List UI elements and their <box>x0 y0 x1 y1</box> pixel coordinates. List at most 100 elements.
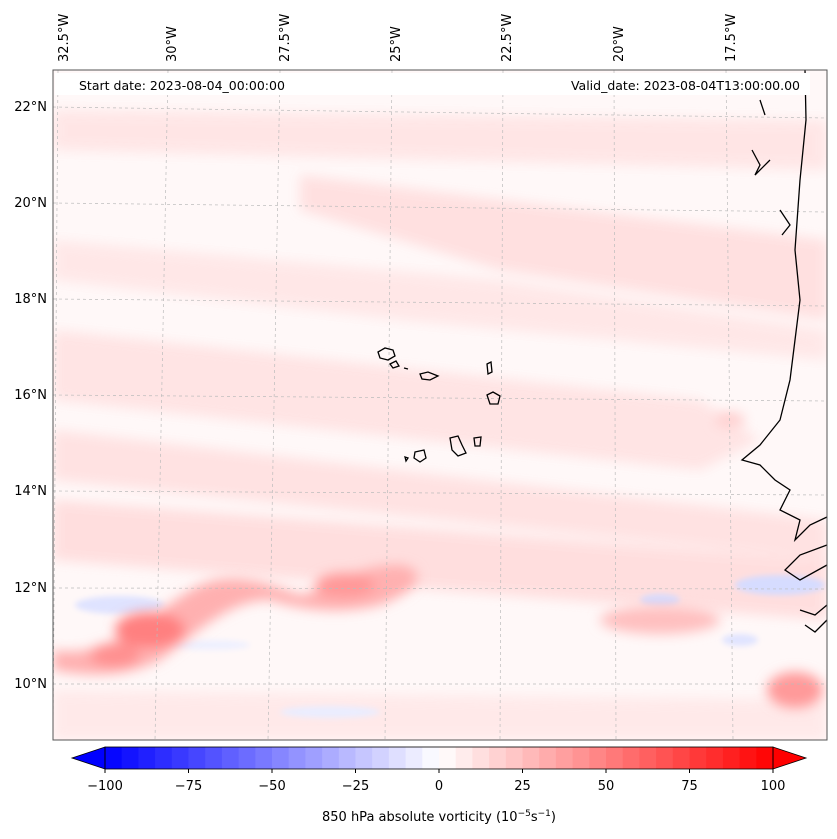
colorbar-segment <box>756 747 774 769</box>
lat-tick-label: 14°N <box>14 484 47 499</box>
vorticity-band <box>53 330 760 470</box>
vorticity-max <box>315 573 375 597</box>
colorbar-label: 850 hPa absolute vorticity (10−5s−1) <box>322 809 556 825</box>
colorbar-segment <box>305 747 323 769</box>
lon-tick-label: 30°W <box>165 26 180 62</box>
colorbar-segment <box>288 747 306 769</box>
santa-luzia <box>403 367 409 370</box>
cape-verde-islands <box>377 347 501 463</box>
colorbar-segment <box>138 747 156 769</box>
graticule <box>52 69 828 741</box>
colorbar-segment <box>105 747 123 769</box>
longitude-gridline <box>267 69 281 741</box>
colorbar-segment <box>489 747 507 769</box>
longitude-gridline <box>725 69 734 741</box>
colorbar-segment <box>589 747 607 769</box>
colorbar-segment <box>338 747 356 769</box>
colorbar-segment <box>322 747 340 769</box>
longitude-gridline <box>52 69 59 741</box>
vorticity-max <box>115 612 185 648</box>
colorbar-segment <box>572 747 590 769</box>
colorbar-segment <box>405 747 423 769</box>
longitude-gridline <box>384 69 393 741</box>
colorbar-segments <box>105 747 774 769</box>
colorbar-segment <box>255 747 273 769</box>
colorbar-segment <box>606 747 624 769</box>
cb-tick-label: 75 <box>681 779 698 794</box>
colorbar-segment <box>205 747 223 769</box>
vorticity-max <box>767 672 823 708</box>
lat-tick-label: 12°N <box>14 581 47 596</box>
colorbar-segment <box>121 747 139 769</box>
lon-tick-label: 22.5°W <box>500 14 515 62</box>
sao-vicente <box>389 360 400 369</box>
cb-tick-label: −25 <box>342 779 369 794</box>
colorbar-segment <box>155 747 173 769</box>
colorbar-segment <box>372 747 390 769</box>
boa-vista <box>486 391 501 405</box>
lat-tick-label: 10°N <box>14 677 47 692</box>
vorticity-band <box>53 690 827 740</box>
colorbar: −100 −75 −50 −25 0 25 50 75 100 850 hPa … <box>70 746 808 825</box>
cb-tick-label: 0 <box>435 779 443 794</box>
colorbar-segment <box>422 747 440 769</box>
fogo <box>413 449 427 463</box>
colorbar-segment <box>188 747 206 769</box>
cb-tick-label: 50 <box>598 779 615 794</box>
lat-tick-label: 16°N <box>14 388 47 403</box>
latitude-tick-labels: 22°N 20°N 18°N 16°N 14°N 12°N 10°N <box>14 100 47 692</box>
negative-vorticity-patch <box>722 634 758 646</box>
colorbar-segment <box>505 747 523 769</box>
colorbar-segment <box>439 747 457 769</box>
longitude-gridline <box>154 69 169 741</box>
cb-tick-label: 100 <box>761 779 786 794</box>
vorticity-max <box>90 643 140 667</box>
cb-tick-label: −100 <box>87 779 123 794</box>
colorbar-segment <box>555 747 574 769</box>
longitude-gridline <box>613 69 617 741</box>
negative-vorticity-patch <box>75 596 165 614</box>
lon-tick-label: 25°W <box>389 26 404 62</box>
colorbar-segment <box>472 747 490 769</box>
cb-tick-label: −75 <box>175 779 202 794</box>
colorbar-segment <box>622 747 640 769</box>
colorbar-segment <box>272 747 290 769</box>
colorbar-segment <box>722 747 741 769</box>
lon-tick-label: 32.5°W <box>57 14 72 62</box>
lat-tick-label: 22°N <box>14 100 47 115</box>
lon-tick-label: 20°W <box>612 26 627 62</box>
brava <box>404 456 410 463</box>
vorticity-max <box>600 606 720 634</box>
colorbar-segment <box>739 747 757 769</box>
vorticity-band <box>53 430 827 560</box>
colorbar-segment <box>656 747 674 769</box>
date-header-band <box>55 73 810 95</box>
santo-antao <box>377 347 396 361</box>
vorticity-band <box>53 240 827 360</box>
colorbar-min-extend <box>70 746 106 770</box>
coastal-fragments <box>751 99 791 236</box>
maio <box>473 436 482 447</box>
negative-vorticity-patch <box>640 594 680 606</box>
colorbar-ticks <box>104 769 774 773</box>
vorticity-band <box>300 175 827 320</box>
cb-tick-label: −50 <box>258 779 285 794</box>
negative-vorticity-patch <box>735 575 825 595</box>
colorbar-segment <box>639 747 657 769</box>
africa-coastline <box>740 69 828 543</box>
negative-vorticity-patch <box>280 706 380 718</box>
cb-tick-label: 25 <box>514 779 531 794</box>
colorbar-segment <box>689 747 707 769</box>
guinea-bissau-coast <box>799 604 828 633</box>
vorticity-band <box>53 110 827 170</box>
colorbar-segment <box>238 747 256 769</box>
colorbar-max-extend <box>772 746 808 770</box>
longitude-gridline <box>499 69 504 741</box>
colorbar-segment <box>706 747 724 769</box>
lon-tick-label: 27.5°W <box>278 14 293 62</box>
start-date: Start date: 2023-08-04_00:00:00 <box>79 78 285 93</box>
colorbar-segment <box>221 747 240 769</box>
sao-nicolau <box>419 371 440 381</box>
lat-tick-label: 18°N <box>14 292 47 307</box>
